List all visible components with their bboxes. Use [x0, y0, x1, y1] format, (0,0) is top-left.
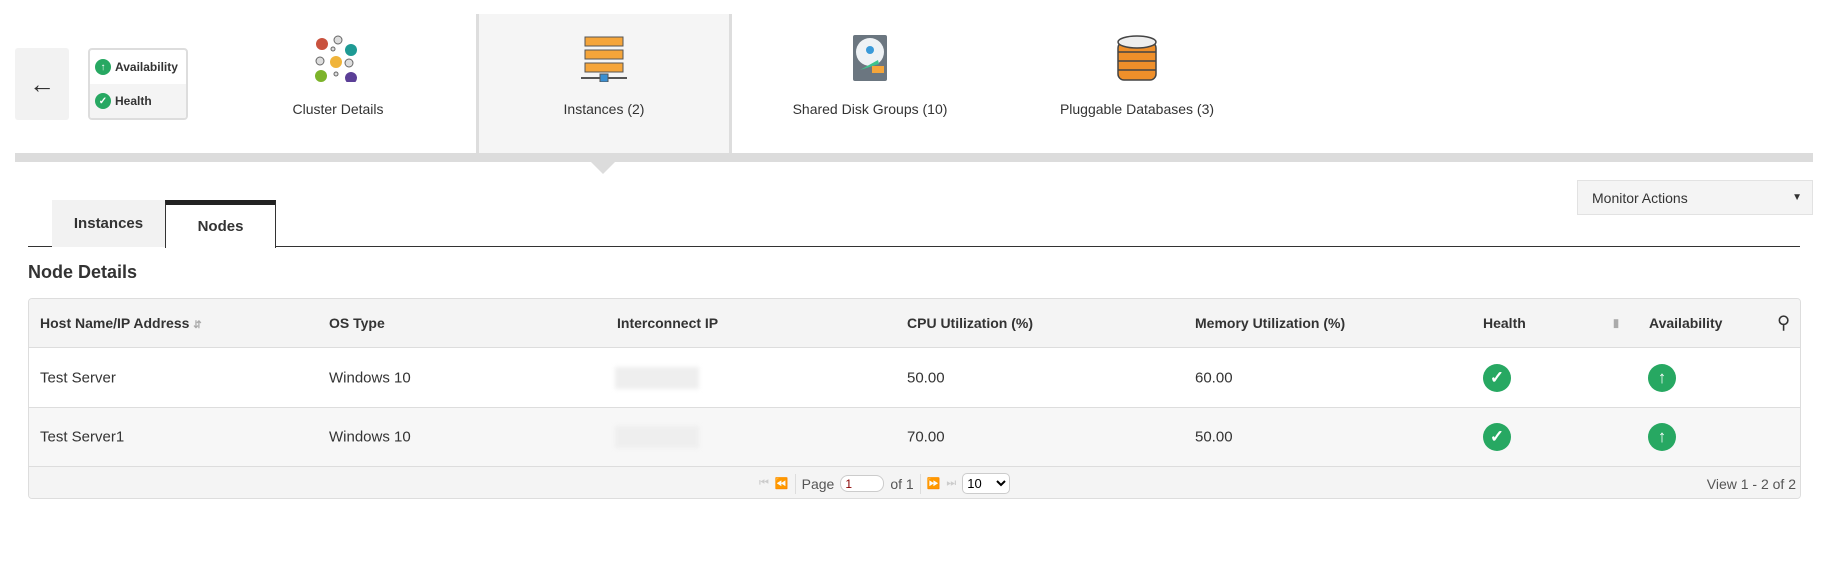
check-circle-icon: ✓	[1483, 363, 1511, 392]
column-header-memory[interactable]: Memory Utilization (%)	[1195, 315, 1346, 331]
column-header-availability[interactable]: Availability	[1649, 315, 1723, 331]
cluster-dots-icon	[315, 35, 357, 82]
server-stack-icon	[581, 36, 627, 82]
caret-down-icon: ▼	[1792, 192, 1802, 203]
sort-icon[interactable]: ⇵	[193, 320, 202, 331]
sub-tabs: Instances Nodes	[28, 200, 1800, 248]
column-header-health[interactable]: Health	[1483, 315, 1526, 331]
interconnect-ip-redacted	[615, 426, 699, 448]
hard-disk-icon	[853, 35, 887, 81]
comment-icon[interactable]: ▮	[1613, 317, 1620, 330]
tile-underline-bar	[15, 153, 1813, 162]
column-header-cpu[interactable]: CPU Utilization (%)	[907, 315, 1033, 331]
tile-cluster-details[interactable]: Cluster Details	[248, 14, 428, 153]
page-size-select[interactable]: 10	[962, 473, 1011, 494]
tab-nodes[interactable]: Nodes	[165, 200, 276, 248]
check-circle-icon: ✓	[95, 93, 111, 109]
last-page-icon[interactable]: ⏭	[946, 477, 957, 489]
prev-page-icon[interactable]: ⏪	[774, 478, 789, 490]
tile-pluggable-databases[interactable]: Pluggable Databases (3)	[1047, 14, 1227, 153]
first-page-icon[interactable]: ⏮	[759, 477, 769, 489]
status-summary: ↑ Availability ✓ Health	[88, 48, 188, 120]
database-icon	[1117, 35, 1157, 81]
table-row[interactable]: Test Server Windows 10 50.00 60.00 ✓ ↑	[29, 348, 1800, 408]
check-circle-icon: ✓	[1483, 423, 1511, 451]
page-input[interactable]	[840, 475, 885, 492]
search-icon[interactable]: ⚲	[1777, 312, 1791, 333]
column-header-os[interactable]: OS Type	[329, 315, 385, 331]
tile-instances[interactable]: Instances (2)	[476, 14, 732, 153]
column-header-ip[interactable]: Interconnect IP	[617, 315, 719, 331]
monitor-actions-dropdown[interactable]: Monitor Actions ▼	[1577, 180, 1813, 215]
tab-instances[interactable]: Instances	[52, 200, 165, 247]
tile-shared-disk-groups[interactable]: Shared Disk Groups (10)	[780, 14, 960, 153]
availability-status: ↑ Availability	[90, 50, 186, 84]
section-title: Node Details	[28, 262, 138, 282]
health-status: ✓ Health	[90, 84, 186, 118]
node-details-table: Host Name/IP Address ⇵ OS Type Interconn…	[28, 298, 1801, 499]
arrow-up-circle-icon: ↑	[95, 59, 111, 75]
back-button[interactable]: ←	[15, 48, 69, 120]
table-pager: ⏮ ⏪ Page of 1 ⏩ ⏭ 10 View 1 - 2 of 2	[29, 467, 1800, 498]
table-row[interactable]: Test Server1 Windows 10 70.00 50.00 ✓ ↑	[29, 408, 1800, 467]
arrow-left-icon: ←	[29, 68, 55, 99]
interconnect-ip-redacted	[615, 366, 699, 389]
next-page-icon[interactable]: ⏩	[926, 478, 941, 490]
table-header: Host Name/IP Address ⇵ OS Type Interconn…	[29, 299, 1800, 348]
arrow-up-circle-icon: ↑	[1648, 363, 1676, 392]
column-header-host[interactable]: Host Name/IP Address ⇵	[40, 315, 202, 331]
active-tile-pointer	[591, 162, 615, 174]
arrow-up-circle-icon: ↑	[1648, 423, 1676, 451]
